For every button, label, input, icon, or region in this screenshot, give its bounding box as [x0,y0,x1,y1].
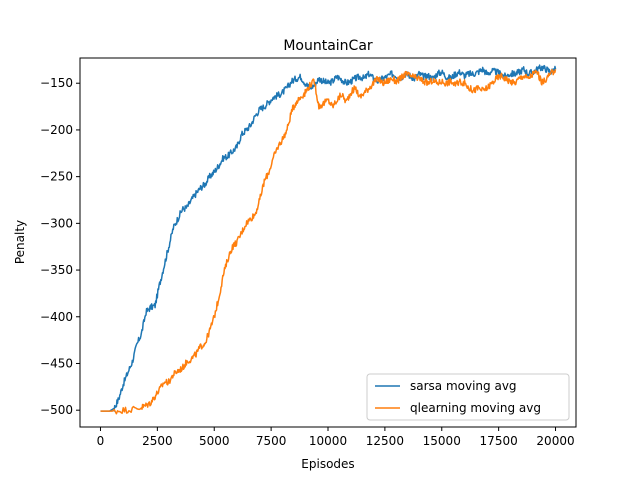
legend-label-qlearning: qlearning moving avg [410,401,541,415]
x-tick-label: 20000 [536,434,574,448]
x-tick-label: 12500 [366,434,404,448]
x-tick-label: 17500 [480,434,518,448]
x-tick-label: 2500 [142,434,173,448]
y-tick-label: −200 [40,123,73,137]
x-tick-label: 7500 [256,434,287,448]
y-tick-label: −250 [40,170,73,184]
series-layer [100,64,557,415]
legend: sarsa moving avg qlearning moving avg [366,373,570,421]
y-tick-label: −500 [40,403,73,417]
y-axis-label: Penalty [13,220,27,264]
chart-title: MountainCar [283,38,373,54]
y-tick-label: −450 [40,356,73,370]
legend-box [366,373,570,421]
series-line-qlearning [100,69,557,415]
y-tick-label: −150 [40,76,73,90]
y-tick-label: −300 [40,216,73,230]
x-tick-label: 5000 [199,434,230,448]
x-axis-label: Episodes [301,457,354,471]
x-tick-label: 10000 [309,434,347,448]
series-line-sarsa [100,64,557,412]
y-tick-label: −350 [40,263,73,277]
x-tick-label: 0 [97,434,105,448]
x-axis: 0 2500 5000 7500 10000 12500 15000 17500 20000 [97,427,575,448]
legend-label-sarsa: sarsa moving avg [410,379,517,393]
y-tick-label: −400 [40,310,73,324]
x-tick-label: 15000 [423,434,461,448]
y-axis: −500 −450 −400 −350 −300 −250 −200 −150 [40,76,80,417]
